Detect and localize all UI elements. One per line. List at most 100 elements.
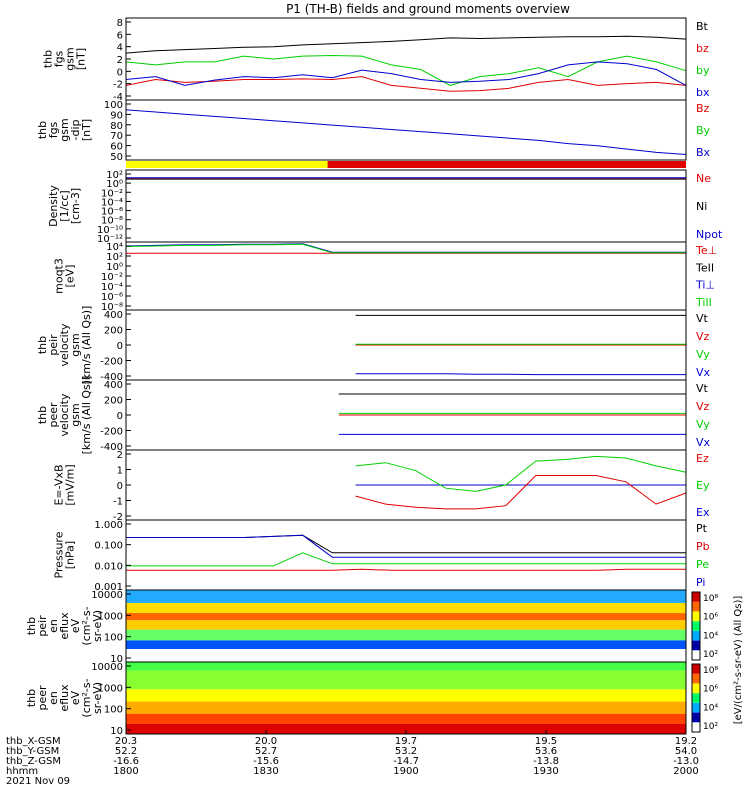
colorbar-swatch <box>692 693 700 703</box>
footer-value: 19.7 <box>395 736 417 747</box>
y-axis-label-line: [cm-3] <box>69 188 82 224</box>
y-axis-label-line: thb <box>42 50 55 68</box>
heatmap-band <box>126 723 686 734</box>
legend-label: Npot <box>696 228 723 241</box>
footer-value: 54.0 <box>675 746 697 757</box>
y-axis-label: Pressure[nPa] <box>53 531 77 578</box>
y-axis-label-line: peer <box>47 402 60 428</box>
footer-value: 52.7 <box>255 746 277 757</box>
footer-value: -15.6 <box>253 756 279 767</box>
footer-value: 1800 <box>113 766 138 777</box>
footer-value: 1830 <box>253 766 278 777</box>
footer-value: -13.8 <box>533 756 559 767</box>
legend-label: by <box>696 64 710 77</box>
series-line-bx <box>125 61 687 86</box>
panel-p9: 10000 1000 100 10 thbpeirenefluxeV(cm²-s-sr-… <box>25 589 687 665</box>
y-axis-label-line: gsm <box>69 403 82 426</box>
y-axis-label: moqt3[eV] <box>53 258 77 294</box>
series-line-Bx <box>125 109 687 155</box>
colorbar-tick-label: 10⁶ <box>703 685 718 695</box>
y-tick-label: 50 <box>110 152 123 163</box>
y-axis-label-line: en <box>47 619 60 633</box>
footer-label: hhmm <box>6 766 38 777</box>
panel-frame <box>125 519 687 591</box>
y-axis-label-line: [km/s (All Qs)] <box>80 306 93 385</box>
legend-label: Ni <box>696 200 707 213</box>
legend-label: Bt <box>696 20 709 33</box>
legend-label: Ez <box>696 452 709 465</box>
y-axis-label: Density[1/cc][cm-3] <box>47 185 82 227</box>
footer-value: -14.7 <box>393 756 419 767</box>
y-tick-label: 10 <box>110 654 123 665</box>
y-tick-label: 1000 <box>98 683 123 694</box>
legend-label: TiII <box>695 296 712 309</box>
y-axis-label-line: [eV] <box>64 265 77 288</box>
y-tick-label: -4 <box>113 92 123 103</box>
legend-label: bz <box>696 42 709 55</box>
colorbar-label: [eV/(cm²-s-sr-eV) (All Qs)] <box>733 596 744 725</box>
colorbar-tick-label: 10⁴ <box>703 631 718 641</box>
y-tick-label: 1.000 <box>94 520 123 531</box>
colorbar-swatch <box>692 712 700 723</box>
colorbar-tick-label: 10⁸ <box>703 666 718 676</box>
y-axis-label-line: Pressure <box>53 531 66 578</box>
y-tick-label: 400 <box>104 380 123 391</box>
y-axis-label-line: gsm <box>58 118 71 141</box>
colorbar-tick-label: 10² <box>703 650 718 660</box>
y-tick-label: 0 <box>117 67 123 78</box>
y-axis-label-line: sr-eV) <box>91 610 104 642</box>
colorbar-tick-label: 10⁴ <box>703 703 718 713</box>
y-axis-label-line: eV <box>69 618 82 633</box>
colorbar-swatch <box>692 650 700 660</box>
y-tick-label: -400 <box>100 372 123 383</box>
colorbar: 10⁸ 10⁶ 10⁴ 10² 10⁸ 10⁶ 10⁴ 10² [eV/(cm²-s-sr-eV… <box>691 591 744 733</box>
footer-value: 20.0 <box>255 736 277 747</box>
panel-p6: 400 200 0 -200 -400 thbpeervelocitygsm[km/s (… <box>36 376 711 455</box>
y-tick-label: 0.010 <box>94 561 123 572</box>
colorbar-frame <box>691 663 701 733</box>
colorbar-swatch <box>692 702 700 713</box>
y-tick-label: 60 <box>110 142 123 153</box>
y-tick-label: 100 <box>104 633 123 644</box>
y-tick-label: 10⁻⁸ <box>101 302 123 313</box>
series-line-TiII <box>125 243 686 254</box>
series-line-Pb <box>126 568 686 571</box>
y-tick-label: 10⁻² <box>101 272 123 283</box>
y-tick-label: 1 <box>117 466 123 477</box>
heatmap-band <box>126 689 686 702</box>
legend-label: Ne <box>696 172 711 185</box>
colorbar-swatch <box>692 640 700 651</box>
y-tick-label: 0 <box>117 481 123 492</box>
y-tick-label: 10⁰ <box>106 179 123 190</box>
y-tick-label: 200 <box>104 396 123 407</box>
y-tick-label: 10⁻⁴ <box>101 197 123 208</box>
y-tick-label: 80 <box>110 121 123 132</box>
y-axis-label-line: (cm²-s- <box>80 606 93 645</box>
y-tick-label: 10⁻⁶ <box>101 292 123 303</box>
y-axis-label-line: [nPa] <box>64 541 77 569</box>
y-tick-label: -1 <box>113 497 123 508</box>
heatmap-band <box>126 713 686 724</box>
figure-title: P1 (TH-B) fields and ground moments over… <box>286 2 570 16</box>
series-line-Ez <box>355 475 687 510</box>
panel-p3: 10²10⁰10⁻²10⁻⁴10⁻⁶10⁻⁸10⁻¹⁰10⁻¹²Density[… <box>47 169 723 245</box>
series-line-by <box>125 54 687 86</box>
y-tick-label: 0.100 <box>94 541 123 552</box>
y-tick-label: 400 <box>104 310 123 321</box>
y-axis-label: thbfgsgsm[nT] <box>42 47 88 70</box>
footer-label: thb_Y-GSM <box>6 746 59 757</box>
y-axis-label-line: fgs <box>47 121 60 138</box>
y-axis-label-line: [km/s (All Qs)] <box>80 376 93 455</box>
y-tick-label: 10⁻² <box>101 188 123 199</box>
heatmap-band <box>126 602 686 614</box>
y-tick-label: 10000 <box>91 662 123 673</box>
y-axis-label-line: E=-VxB <box>53 464 66 505</box>
series-line-bz <box>125 76 687 92</box>
legend-label: Pt <box>696 522 708 535</box>
y-axis-label-line: thb <box>36 406 49 424</box>
y-tick-label: 10⁻⁶ <box>101 207 123 218</box>
y-tick-label: 10⁰ <box>106 262 123 273</box>
heatmap-band <box>126 701 686 714</box>
y-tick-label: 10⁻⁸ <box>101 216 123 227</box>
legend-label: Vy <box>696 348 710 361</box>
